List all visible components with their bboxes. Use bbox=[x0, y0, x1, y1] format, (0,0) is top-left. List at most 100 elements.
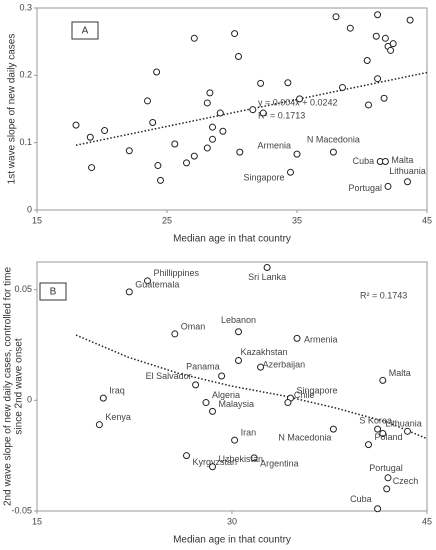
x-tick-label: 15 bbox=[32, 516, 42, 526]
point-label: Portugal bbox=[348, 183, 382, 193]
point-label: Armenia bbox=[304, 335, 338, 345]
trendline bbox=[75, 334, 428, 440]
point-label: Singapore bbox=[243, 173, 284, 183]
point-label: Uzbekistan bbox=[219, 454, 264, 464]
point-label: Kenya bbox=[105, 412, 131, 422]
panel-label: A bbox=[82, 26, 89, 37]
data-point bbox=[157, 176, 164, 184]
point-label: Iran bbox=[241, 428, 257, 438]
data-point bbox=[192, 381, 200, 389]
r-squared: R² = 0.1713 bbox=[258, 110, 305, 120]
x-tick-label: 30 bbox=[227, 516, 237, 526]
x-axis-label: Median age in that country bbox=[173, 535, 291, 546]
point-label: Guatemala bbox=[135, 279, 179, 289]
point-label: Argentina bbox=[260, 458, 299, 468]
data-point bbox=[332, 13, 340, 21]
point-label: Chile bbox=[294, 390, 315, 400]
data-point bbox=[95, 421, 103, 429]
data-point bbox=[404, 427, 411, 435]
data-point bbox=[284, 399, 292, 407]
y-tick-label: 0 bbox=[27, 204, 32, 214]
point-label: Malta bbox=[389, 368, 411, 378]
data-point bbox=[263, 264, 271, 272]
point-label: Algeria bbox=[212, 390, 240, 400]
data-point bbox=[235, 356, 242, 364]
x-tick-label: 35 bbox=[292, 215, 302, 225]
data-point bbox=[235, 52, 242, 60]
data-point bbox=[374, 505, 382, 513]
data-point bbox=[144, 277, 151, 285]
data-point bbox=[287, 168, 294, 176]
point-label: Azerbaijan bbox=[263, 360, 306, 370]
data-point bbox=[171, 330, 179, 338]
point-label: Lebanon bbox=[221, 315, 256, 325]
data-point bbox=[384, 182, 392, 190]
y-axis-label: since 2nd wave onset bbox=[14, 338, 25, 434]
y-axis-label: 1st wave slope of new daily cases bbox=[7, 34, 18, 185]
point-label: Cuba bbox=[350, 494, 372, 504]
point-label: N Macedonia bbox=[278, 432, 331, 442]
data-point bbox=[209, 123, 216, 131]
data-point bbox=[125, 288, 133, 296]
point-label: Kyrgyzstan bbox=[193, 457, 238, 467]
panel-label: B bbox=[50, 287, 57, 298]
data-point bbox=[406, 16, 414, 24]
point-label: S Korea bbox=[359, 415, 392, 425]
y-tick-label: 0.2 bbox=[19, 70, 32, 80]
data-point bbox=[203, 99, 211, 107]
data-point bbox=[231, 30, 239, 38]
data-point bbox=[231, 436, 239, 444]
data-point bbox=[346, 24, 354, 32]
data-point bbox=[101, 127, 109, 135]
y-tick-label: 0.1 bbox=[19, 137, 32, 147]
point-label: Portugal bbox=[369, 463, 403, 473]
point-label: Czech bbox=[393, 476, 419, 486]
y-axis-label: 2nd wave slope of new daily cases, contr… bbox=[3, 267, 14, 506]
data-point bbox=[329, 148, 337, 156]
data-point bbox=[372, 32, 380, 40]
point-label: Poland bbox=[375, 432, 403, 442]
data-point bbox=[284, 79, 292, 87]
data-point bbox=[235, 328, 242, 336]
data-point bbox=[209, 135, 216, 143]
data-point bbox=[203, 144, 211, 152]
data-point bbox=[381, 34, 389, 42]
point-label: Oman bbox=[181, 321, 206, 331]
data-point bbox=[374, 11, 382, 19]
data-point bbox=[183, 159, 190, 167]
data-point bbox=[293, 334, 301, 342]
r-squared: R² = 0.1743 bbox=[360, 290, 407, 300]
data-point bbox=[293, 150, 301, 158]
data-point bbox=[218, 372, 226, 380]
point-label: Lithuania bbox=[389, 166, 426, 176]
data-point bbox=[202, 399, 210, 407]
x-tick-label: 45 bbox=[422, 516, 432, 526]
data-point bbox=[209, 463, 216, 471]
point-label: Singapore bbox=[297, 385, 338, 395]
data-point bbox=[219, 127, 227, 135]
point-label: Malta bbox=[391, 155, 413, 165]
panel-box bbox=[71, 21, 99, 40]
y-tick-label: -0.05 bbox=[11, 505, 32, 515]
data-point bbox=[144, 97, 151, 105]
data-point bbox=[72, 121, 80, 129]
data-point bbox=[183, 452, 190, 460]
point-label: N Macedonia bbox=[307, 134, 360, 144]
panel-box bbox=[39, 282, 67, 301]
data-point bbox=[149, 118, 157, 126]
data-point bbox=[88, 164, 96, 172]
x-tick-label: 45 bbox=[422, 215, 432, 225]
data-point bbox=[250, 454, 258, 462]
data-point bbox=[381, 158, 389, 166]
point-label: Armenia bbox=[257, 140, 291, 150]
data-point bbox=[209, 407, 216, 415]
data-point bbox=[380, 94, 388, 102]
data-point bbox=[365, 101, 372, 109]
point-label: Malaysia bbox=[219, 399, 255, 409]
data-point bbox=[379, 430, 387, 438]
data-point bbox=[329, 425, 337, 433]
data-point bbox=[387, 46, 395, 54]
trendline-equation: y = 0.004x + 0.0242 bbox=[258, 97, 338, 107]
